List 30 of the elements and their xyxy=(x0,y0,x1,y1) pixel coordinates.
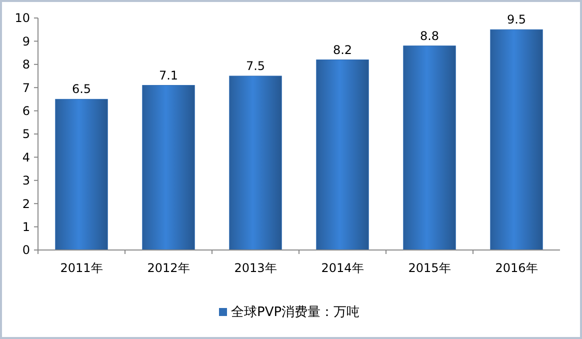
bar xyxy=(229,76,282,250)
x-tick-label: 2015年 xyxy=(408,261,451,275)
data-label: 9.5 xyxy=(506,12,526,27)
y-tick-label: 10 xyxy=(14,11,30,26)
data-label: 8.8 xyxy=(420,28,440,43)
data-label: 7.1 xyxy=(158,68,178,82)
y-tick-label: 0 xyxy=(22,243,30,258)
x-tick-label: 2014年 xyxy=(321,261,364,275)
x-tick-label: 2012年 xyxy=(147,261,190,275)
data-label: 8.2 xyxy=(332,42,352,57)
y-tick-label: 6 xyxy=(22,104,30,118)
bar xyxy=(403,46,456,250)
bar xyxy=(316,60,369,250)
y-tick-label: 1 xyxy=(22,220,30,234)
y-tick-label: 7 xyxy=(22,80,30,95)
x-tick-label: 2016年 xyxy=(495,261,538,275)
y-tick-label: 4 xyxy=(22,150,30,164)
y-tick-label: 5 xyxy=(22,127,30,142)
bar xyxy=(490,29,543,250)
y-tick-label: 2 xyxy=(22,196,30,211)
x-tick-label: 2011年 xyxy=(60,261,103,275)
bar xyxy=(142,85,195,250)
data-label: 7.5 xyxy=(246,59,266,73)
bar xyxy=(55,98,108,250)
x-tick-label: 2013年 xyxy=(234,261,277,275)
y-tick-label: 3 xyxy=(22,174,30,188)
y-tick-label: 9 xyxy=(22,34,30,48)
y-tick-label: 8 xyxy=(22,58,30,72)
legend-label: 全球PVP消费量：万吨 xyxy=(231,305,360,320)
data-label: 6.5 xyxy=(72,82,92,96)
